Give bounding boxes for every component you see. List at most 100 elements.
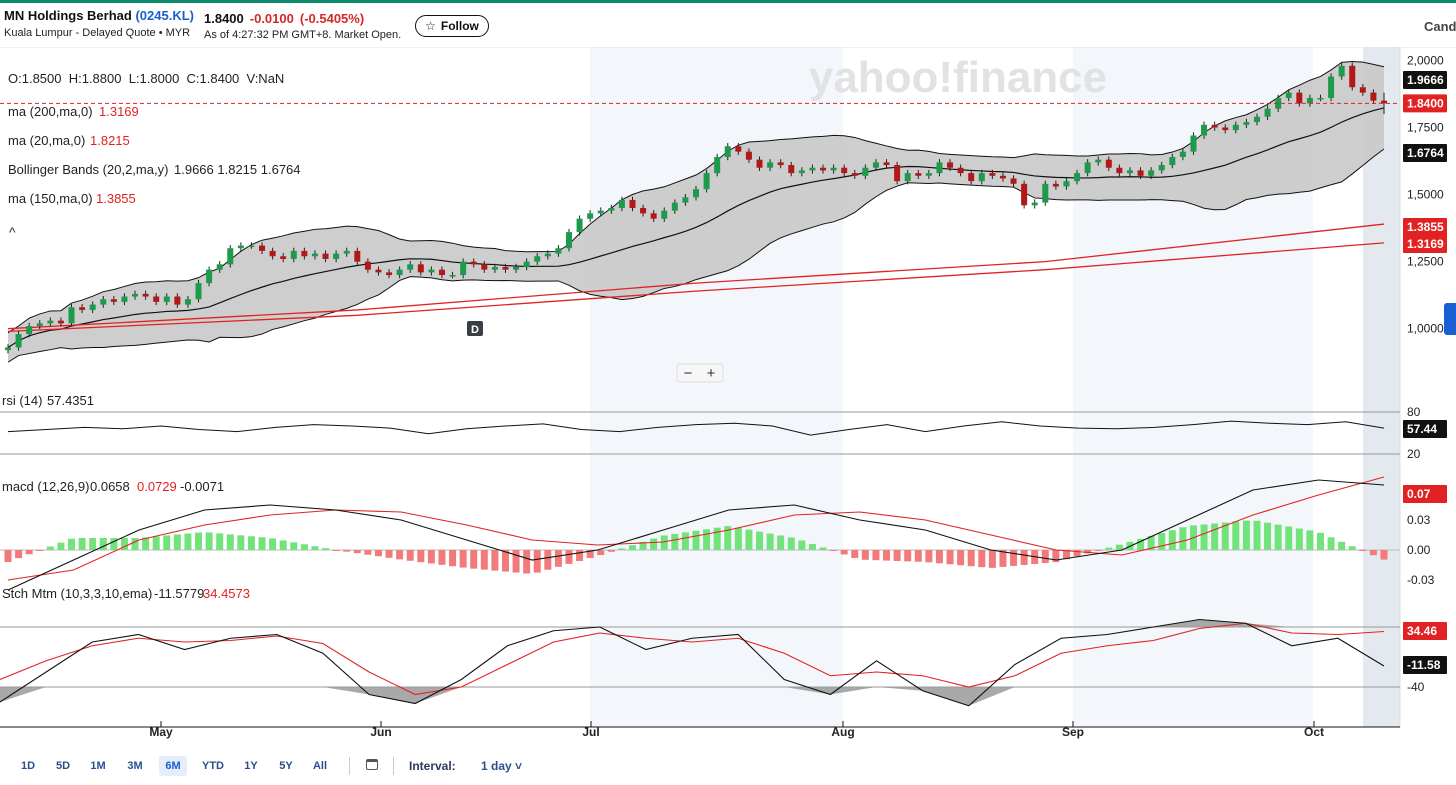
candle-body: [565, 232, 572, 249]
ma150-legend-value: 1.3855: [96, 191, 136, 206]
rsi-badge-bg: [1403, 420, 1447, 438]
last-price-badge: 1.8400: [1407, 96, 1444, 110]
macd-histogram-bar: [4, 550, 12, 562]
ma200-badge: 1.3169: [1407, 237, 1444, 251]
range-button-1d[interactable]: 1D: [20, 760, 36, 772]
macd-histogram-bar: [713, 527, 721, 550]
range-button-5d[interactable]: 5D: [55, 760, 71, 772]
yahoo-watermark: yahoo!finance: [809, 53, 1107, 102]
candle-menu-label[interactable]: Cand: [1424, 19, 1456, 34]
dividend-marker[interactable]: D: [467, 321, 483, 336]
range-button-ytd[interactable]: YTD: [202, 760, 224, 772]
chart-area[interactable]: yahoo!finance 2,0000 1,7500 1,5000 1,2500 1,…: [0, 47, 1456, 747]
macd-histogram-bar: [1348, 546, 1356, 550]
range-button-3m[interactable]: 3M: [127, 760, 143, 772]
ma200-legend[interactable]: ma (200,ma,0): [8, 104, 93, 119]
candle-body: [1148, 170, 1155, 176]
macd-histogram-bar: [89, 538, 97, 550]
candle-body: [841, 167, 848, 174]
candle-body: [724, 146, 731, 157]
collapse-legend-caret-icon[interactable]: ^: [9, 224, 16, 240]
candle-body: [915, 173, 922, 176]
range-button-all[interactable]: All: [312, 760, 328, 772]
calendar-icon[interactable]: [366, 759, 378, 770]
rsi-legend[interactable]: rsi (14): [2, 393, 42, 408]
candle-body: [407, 264, 414, 270]
macd-tick-label: 0.03: [1407, 513, 1431, 527]
macd-histogram-bar: [586, 550, 594, 559]
range-button-6m[interactable]: 6M: [159, 756, 187, 776]
interval-select[interactable]: 1 day ˅: [481, 759, 523, 773]
macd-histogram-bar: [1010, 550, 1018, 566]
stoch-legend[interactable]: Stch Mtm (10,3,3,10,ema): [2, 586, 152, 601]
macd-histogram-bar: [999, 550, 1007, 567]
macd-histogram-bar: [385, 550, 393, 558]
bb-legend[interactable]: Bollinger Bands (20,2,ma,y): [8, 162, 168, 177]
candle-body: [534, 256, 541, 262]
candle-body: [1264, 108, 1271, 117]
candle-body: [703, 173, 710, 190]
macd-histogram-bar: [142, 537, 150, 550]
candle-body: [301, 250, 308, 257]
side-panel-toggle-button[interactable]: [1444, 303, 1456, 335]
candle-body: [206, 269, 213, 284]
candle-body: [1021, 183, 1028, 206]
macd-legend[interactable]: macd (12,26,9): [2, 479, 89, 494]
dividend-marker-label: D: [471, 324, 479, 336]
candle-body: [1201, 124, 1208, 136]
macd-histogram-bar: [1359, 550, 1367, 551]
price-tick-label: 1,7500: [1407, 120, 1444, 134]
candle-body: [333, 253, 340, 259]
month-label-jun: Jun: [370, 725, 391, 739]
range-button-1m[interactable]: 1M: [90, 760, 106, 772]
candle-body: [999, 175, 1006, 179]
zoom-controls: − +: [676, 363, 724, 383]
candle-body: [26, 326, 33, 335]
macd-histogram-bar: [671, 533, 679, 550]
range-button-1y[interactable]: 1Y: [244, 760, 258, 772]
macd-histogram-bar: [311, 546, 319, 550]
macd-histogram-bar: [830, 550, 838, 551]
macd-histogram-bar: [1295, 528, 1303, 550]
stoch-overbought-fill: [0, 619, 1384, 627]
zoom-in-button[interactable]: +: [707, 365, 716, 382]
candle-body: [280, 256, 287, 259]
candle-body: [174, 296, 181, 305]
company-name: MN Holdings Berhad (0245.KL): [4, 8, 194, 23]
macd-histogram-bar: [1316, 532, 1324, 550]
macd-histogram-bar: [1211, 523, 1219, 550]
macd-histogram-bar: [734, 527, 742, 550]
candle-body: [354, 250, 361, 262]
ticker-label[interactable]: (0245.KL): [135, 8, 194, 23]
candle-body: [925, 173, 932, 176]
candle-body: [1105, 159, 1112, 168]
macd-histogram-bar: [449, 550, 457, 567]
macd-histogram-bar: [872, 550, 880, 561]
candle-body: [883, 162, 890, 166]
zoom-out-button[interactable]: −: [684, 365, 693, 382]
range-button-5y[interactable]: 5Y: [279, 760, 293, 772]
macd-histogram-bar: [1147, 535, 1155, 550]
candle-body: [830, 167, 837, 171]
bb-upper-badge-bg: [1403, 71, 1447, 89]
macd-histogram-bar: [1327, 537, 1335, 550]
candle-body: [587, 213, 594, 219]
candle-body: [110, 299, 117, 302]
follow-button[interactable]: ☆ Follow: [415, 15, 489, 37]
stock-chart[interactable]: yahoo!finance 2,0000 1,7500 1,5000 1,2500 1,…: [0, 47, 1456, 747]
candle-body: [576, 218, 583, 233]
candle-body: [1052, 183, 1059, 187]
ma20-legend[interactable]: ma (20,ma,0): [8, 133, 85, 148]
price-change-pct: (-0.5405%): [299, 11, 365, 26]
macd-value: 0.0658: [90, 479, 130, 494]
stoch-d-line: [0, 622, 1385, 696]
macd-histogram-bar: [988, 550, 996, 568]
macd-histogram-bar: [57, 542, 65, 550]
stoch-k-value: -11.5779: [154, 586, 204, 601]
candle-body: [1211, 124, 1218, 128]
macd-histogram-bar: [36, 550, 44, 551]
ma150-legend[interactable]: ma (150,ma,0): [8, 191, 93, 206]
month-label-may: May: [149, 725, 173, 739]
bb-legend-values: 1.9666 1.8215 1.6764: [174, 162, 301, 177]
candle-body: [957, 167, 964, 174]
